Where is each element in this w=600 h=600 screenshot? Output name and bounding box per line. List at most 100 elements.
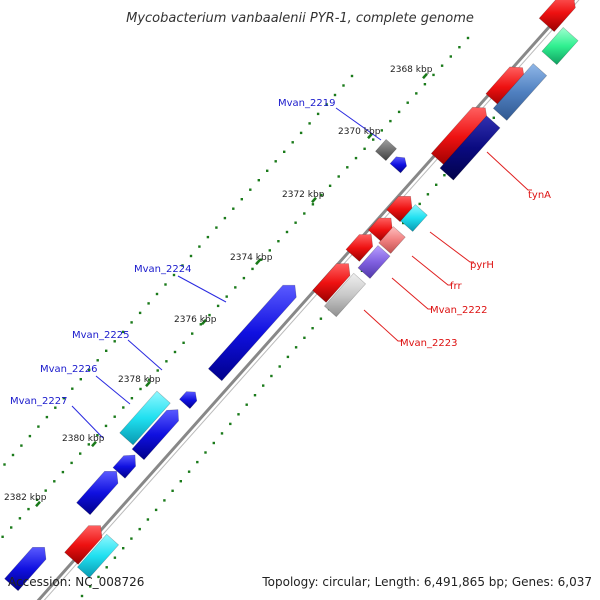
tick-dot [328,184,332,187]
tick-dot [311,327,314,330]
tick-dot [171,489,174,492]
tick-dot [291,141,294,144]
gene-label: tynA [528,190,551,201]
tick-dot [121,330,125,334]
tick-dot [342,84,345,87]
tick-dot [435,183,438,186]
tick-dot [147,378,151,381]
tick-dot [257,179,260,182]
tick-dot [397,110,401,114]
cds-arrow [538,0,576,33]
gene-label: Mvan_2219 [278,98,335,109]
tick-dot [262,384,265,387]
gene-label: Mvan_2224 [134,264,191,275]
feature-box [375,138,397,162]
tick-label: 2378 kbp [118,375,161,385]
tick-dot [308,122,311,125]
tick-dot [130,321,133,324]
tick-label: 2376 kbp [174,315,217,325]
leader-line [363,309,402,342]
feature-box [119,390,171,446]
leader-line [335,107,382,141]
tick-dot [130,537,133,540]
tick-dot [122,547,125,550]
tick-dot [220,432,224,435]
tick-dot [27,507,30,511]
tick-dot [18,517,22,520]
feature-box [357,245,391,279]
leader-line [391,277,432,310]
tick-dot [333,93,337,97]
gene-label: pyrH [470,260,494,271]
tick-dot [105,349,108,352]
tick-dot [139,387,142,391]
tick-dot [249,188,252,191]
tick-dot [319,317,323,320]
gene-labels-left: Mvan_2219 Mvan_2224 Mvan_2225 Mvan_2226 … [10,98,335,407]
tick-dot [165,360,168,363]
tick-dot [270,374,273,378]
tick-dot [216,304,220,308]
tick-dot [113,415,116,418]
tick-dot [294,346,298,349]
tick-dot [266,169,269,172]
tick-dot [147,302,150,305]
tick-dot [432,73,435,77]
major-tick [35,500,41,508]
tick-dot [138,311,142,315]
tick-dot [173,350,177,354]
tick-dot [225,295,228,298]
tick-dot [105,566,108,569]
tick-dot [303,336,306,339]
tick-dot [346,166,349,169]
cds-arrow [112,454,136,479]
feature-box [378,226,406,254]
tick-dot [283,150,286,153]
tick-dot [87,443,90,446]
tick-label: 2372 kbp [282,190,325,200]
feature-box [492,63,548,121]
major-tick [91,440,97,448]
major-tick [311,196,317,204]
cds-arrow [64,525,103,565]
leader-line [71,405,104,439]
tick-dot [122,406,125,409]
leader-line [411,255,452,286]
gene-label: frr [450,281,462,292]
leader-line [486,151,532,191]
gene-labels-right: tynA pyrH frr Mvan_2222 Mvan_2223 [400,190,551,349]
major-tick [367,132,373,140]
tick-dot [179,480,182,483]
leader-line [177,275,227,303]
tick-dot [155,292,159,296]
tick-dot [458,46,461,49]
tick-dot [28,434,32,438]
tick-dot [163,499,166,502]
tick-dot [146,518,150,521]
tick-dot [44,489,47,492]
genome-summary: Topology: circular; Length: 6,491,865 bp… [261,575,592,589]
tick-dot [299,131,303,135]
leader-line [95,375,131,405]
tick-dot [196,460,199,464]
tick-dot [363,147,366,150]
tick-dot [208,313,211,317]
tick-dot [240,198,243,201]
tick-dot [380,129,383,132]
tick-dot [130,397,134,400]
tick-dot [286,355,290,359]
tick-dot [164,283,167,286]
tick-dot [337,175,340,178]
tick-dot [53,480,56,483]
tick-dot [320,193,323,197]
tick-dot [70,461,73,465]
tick-dot [156,369,159,372]
tick-dot [294,221,297,224]
tick-dot [97,575,100,579]
tick-dot [138,527,141,531]
tick-dot [199,323,202,326]
gene-label: Mvan_2222 [430,305,487,316]
gene-label: Mvan_2227 [10,396,67,407]
tick-dot [204,451,207,454]
tick-dot [418,202,421,206]
